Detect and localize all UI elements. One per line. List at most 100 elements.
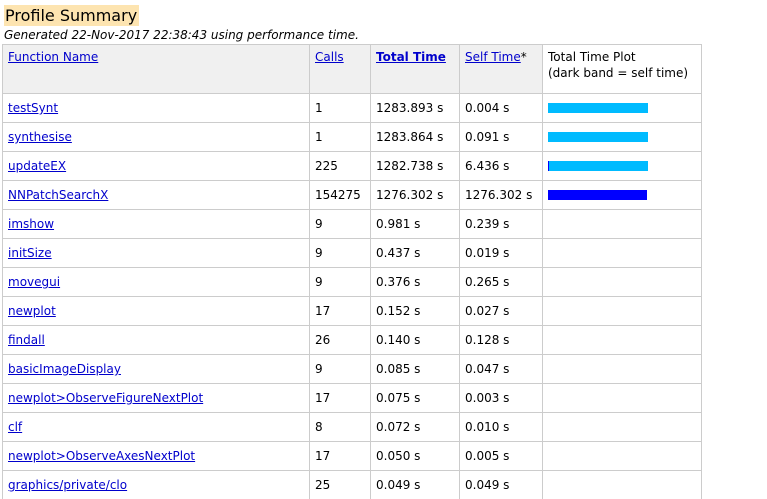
function-name-cell: initSize bbox=[2, 238, 310, 268]
function-link[interactable]: imshow bbox=[8, 217, 55, 231]
total-time-cell: 1283.893 s bbox=[370, 93, 460, 123]
calls-cell: 225 bbox=[309, 151, 371, 181]
self-time-cell: 0.047 s bbox=[459, 354, 543, 384]
total-time-plot-header: Total Time Plot (dark band = self time) bbox=[542, 44, 702, 94]
table-row: newplot>ObserveFigureNextPlot 17 0.075 s 0.… bbox=[2, 383, 702, 413]
function-name-header: Function Name bbox=[2, 44, 310, 94]
self-time-cell: 0.003 s bbox=[459, 383, 543, 413]
total-time-bar bbox=[548, 132, 648, 142]
time-plot-cell bbox=[542, 412, 702, 442]
calls-cell: 17 bbox=[309, 383, 371, 413]
total-time-bar bbox=[548, 190, 647, 200]
function-link[interactable]: basicImageDisplay bbox=[8, 362, 121, 376]
table-row: clf 8 0.072 s 0.010 s bbox=[2, 412, 702, 442]
calls-cell: 9 bbox=[309, 354, 371, 384]
calls-cell: 1 bbox=[309, 93, 371, 123]
function-name-cell: newplot bbox=[2, 296, 310, 326]
time-plot-cell bbox=[542, 151, 702, 181]
function-name-cell: basicImageDisplay bbox=[2, 354, 310, 384]
function-name-cell: movegui bbox=[2, 267, 310, 297]
generated-info: Generated 22-Nov-2017 22:38:43 using per… bbox=[4, 28, 359, 42]
time-plot-cell bbox=[542, 267, 702, 297]
self-time-cell: 6.436 s bbox=[459, 151, 543, 181]
table-row: newplot 17 0.152 s 0.027 s bbox=[2, 296, 702, 326]
total-time-bar bbox=[548, 103, 648, 113]
total-time-cell: 0.049 s bbox=[370, 470, 460, 499]
function-name-cell: findall bbox=[2, 325, 310, 355]
time-plot-cell bbox=[542, 470, 702, 499]
function-name-cell: clf bbox=[2, 412, 310, 442]
profile-table: Function Name Calls Total Time Self Time… bbox=[2, 44, 702, 499]
self-time-band bbox=[548, 161, 549, 171]
table-body: testSynt 1 1283.893 s 0.004 s synthesise 1 128… bbox=[2, 93, 702, 499]
total-time-cell: 0.085 s bbox=[370, 354, 460, 384]
calls-cell: 154275 bbox=[309, 180, 371, 210]
calls-cell: 9 bbox=[309, 209, 371, 239]
table-row: findall 26 0.140 s 0.128 s bbox=[2, 325, 702, 355]
total-time-bar bbox=[548, 161, 648, 171]
function-link[interactable]: newplot>ObserveAxesNextPlot bbox=[8, 449, 196, 463]
total-time-header: Total Time bbox=[370, 44, 460, 94]
total-time-cell: 0.072 s bbox=[370, 412, 460, 442]
self-time-cell: 0.239 s bbox=[459, 209, 543, 239]
self-time-cell: 0.128 s bbox=[459, 325, 543, 355]
total-time-cell: 0.075 s bbox=[370, 383, 460, 413]
plot-header-title: Total Time Plot bbox=[548, 50, 636, 64]
function-link[interactable]: initSize bbox=[8, 246, 52, 260]
calls-header: Calls bbox=[309, 44, 371, 94]
header-row: Function Name Calls Total Time Self Time… bbox=[2, 44, 702, 94]
function-name-cell: graphics/private/clo bbox=[2, 470, 310, 499]
function-link[interactable]: NNPatchSearchX bbox=[8, 188, 109, 202]
self-time-cell: 1276.302 s bbox=[459, 180, 543, 210]
function-name-cell: synthesise bbox=[2, 122, 310, 152]
function-name-cell: testSynt bbox=[2, 93, 310, 123]
calls-cell: 17 bbox=[309, 296, 371, 326]
calls-cell: 9 bbox=[309, 238, 371, 268]
sort-by-total-time-link[interactable]: Total Time bbox=[376, 50, 446, 64]
sort-by-calls-link[interactable]: Calls bbox=[315, 50, 344, 64]
table-row: initSize 9 0.437 s 0.019 s bbox=[2, 238, 702, 268]
self-time-band bbox=[548, 190, 647, 200]
table-row: testSynt 1 1283.893 s 0.004 s bbox=[2, 93, 702, 123]
self-time-header: Self Time* bbox=[459, 44, 543, 94]
self-time-cell: 0.049 s bbox=[459, 470, 543, 499]
self-time-cell: 0.004 s bbox=[459, 93, 543, 123]
function-link[interactable]: clf bbox=[8, 420, 23, 434]
total-time-cell: 0.437 s bbox=[370, 238, 460, 268]
sort-by-self-time-link[interactable]: Self Time bbox=[465, 50, 521, 64]
table-row: NNPatchSearchX 154275 1276.302 s 1276.302 s bbox=[2, 180, 702, 210]
table-header: Function Name Calls Total Time Self Time… bbox=[2, 44, 702, 94]
function-link[interactable]: newplot bbox=[8, 304, 56, 318]
table-row: updateEX 225 1282.738 s 6.436 s bbox=[2, 151, 702, 181]
function-link[interactable]: testSynt bbox=[8, 101, 59, 115]
time-plot-cell bbox=[542, 325, 702, 355]
function-link[interactable]: movegui bbox=[8, 275, 61, 289]
time-plot-cell bbox=[542, 383, 702, 413]
self-time-footnote-marker: * bbox=[520, 50, 527, 64]
page-title: Profile Summary bbox=[4, 5, 140, 26]
sort-by-function-name-link[interactable]: Function Name bbox=[8, 50, 99, 64]
time-plot-cell bbox=[542, 296, 702, 326]
calls-cell: 17 bbox=[309, 441, 371, 471]
calls-cell: 26 bbox=[309, 325, 371, 355]
total-time-cell: 0.050 s bbox=[370, 441, 460, 471]
time-plot-cell bbox=[542, 441, 702, 471]
table-row: synthesise 1 1283.864 s 0.091 s bbox=[2, 122, 702, 152]
self-time-cell: 0.027 s bbox=[459, 296, 543, 326]
total-time-cell: 1283.864 s bbox=[370, 122, 460, 152]
time-plot-cell bbox=[542, 354, 702, 384]
time-plot-cell bbox=[542, 180, 702, 210]
function-link[interactable]: newplot>ObserveFigureNextPlot bbox=[8, 391, 204, 405]
function-name-cell: NNPatchSearchX bbox=[2, 180, 310, 210]
function-name-cell: updateEX bbox=[2, 151, 310, 181]
time-plot-cell bbox=[542, 122, 702, 152]
time-plot-cell bbox=[542, 93, 702, 123]
table-row: basicImageDisplay 9 0.085 s 0.047 s bbox=[2, 354, 702, 384]
self-time-cell: 0.265 s bbox=[459, 267, 543, 297]
function-link[interactable]: findall bbox=[8, 333, 45, 347]
function-link[interactable]: graphics/private/clo bbox=[8, 478, 128, 492]
function-link[interactable]: updateEX bbox=[8, 159, 67, 173]
self-time-cell: 0.091 s bbox=[459, 122, 543, 152]
function-link[interactable]: synthesise bbox=[8, 130, 72, 144]
